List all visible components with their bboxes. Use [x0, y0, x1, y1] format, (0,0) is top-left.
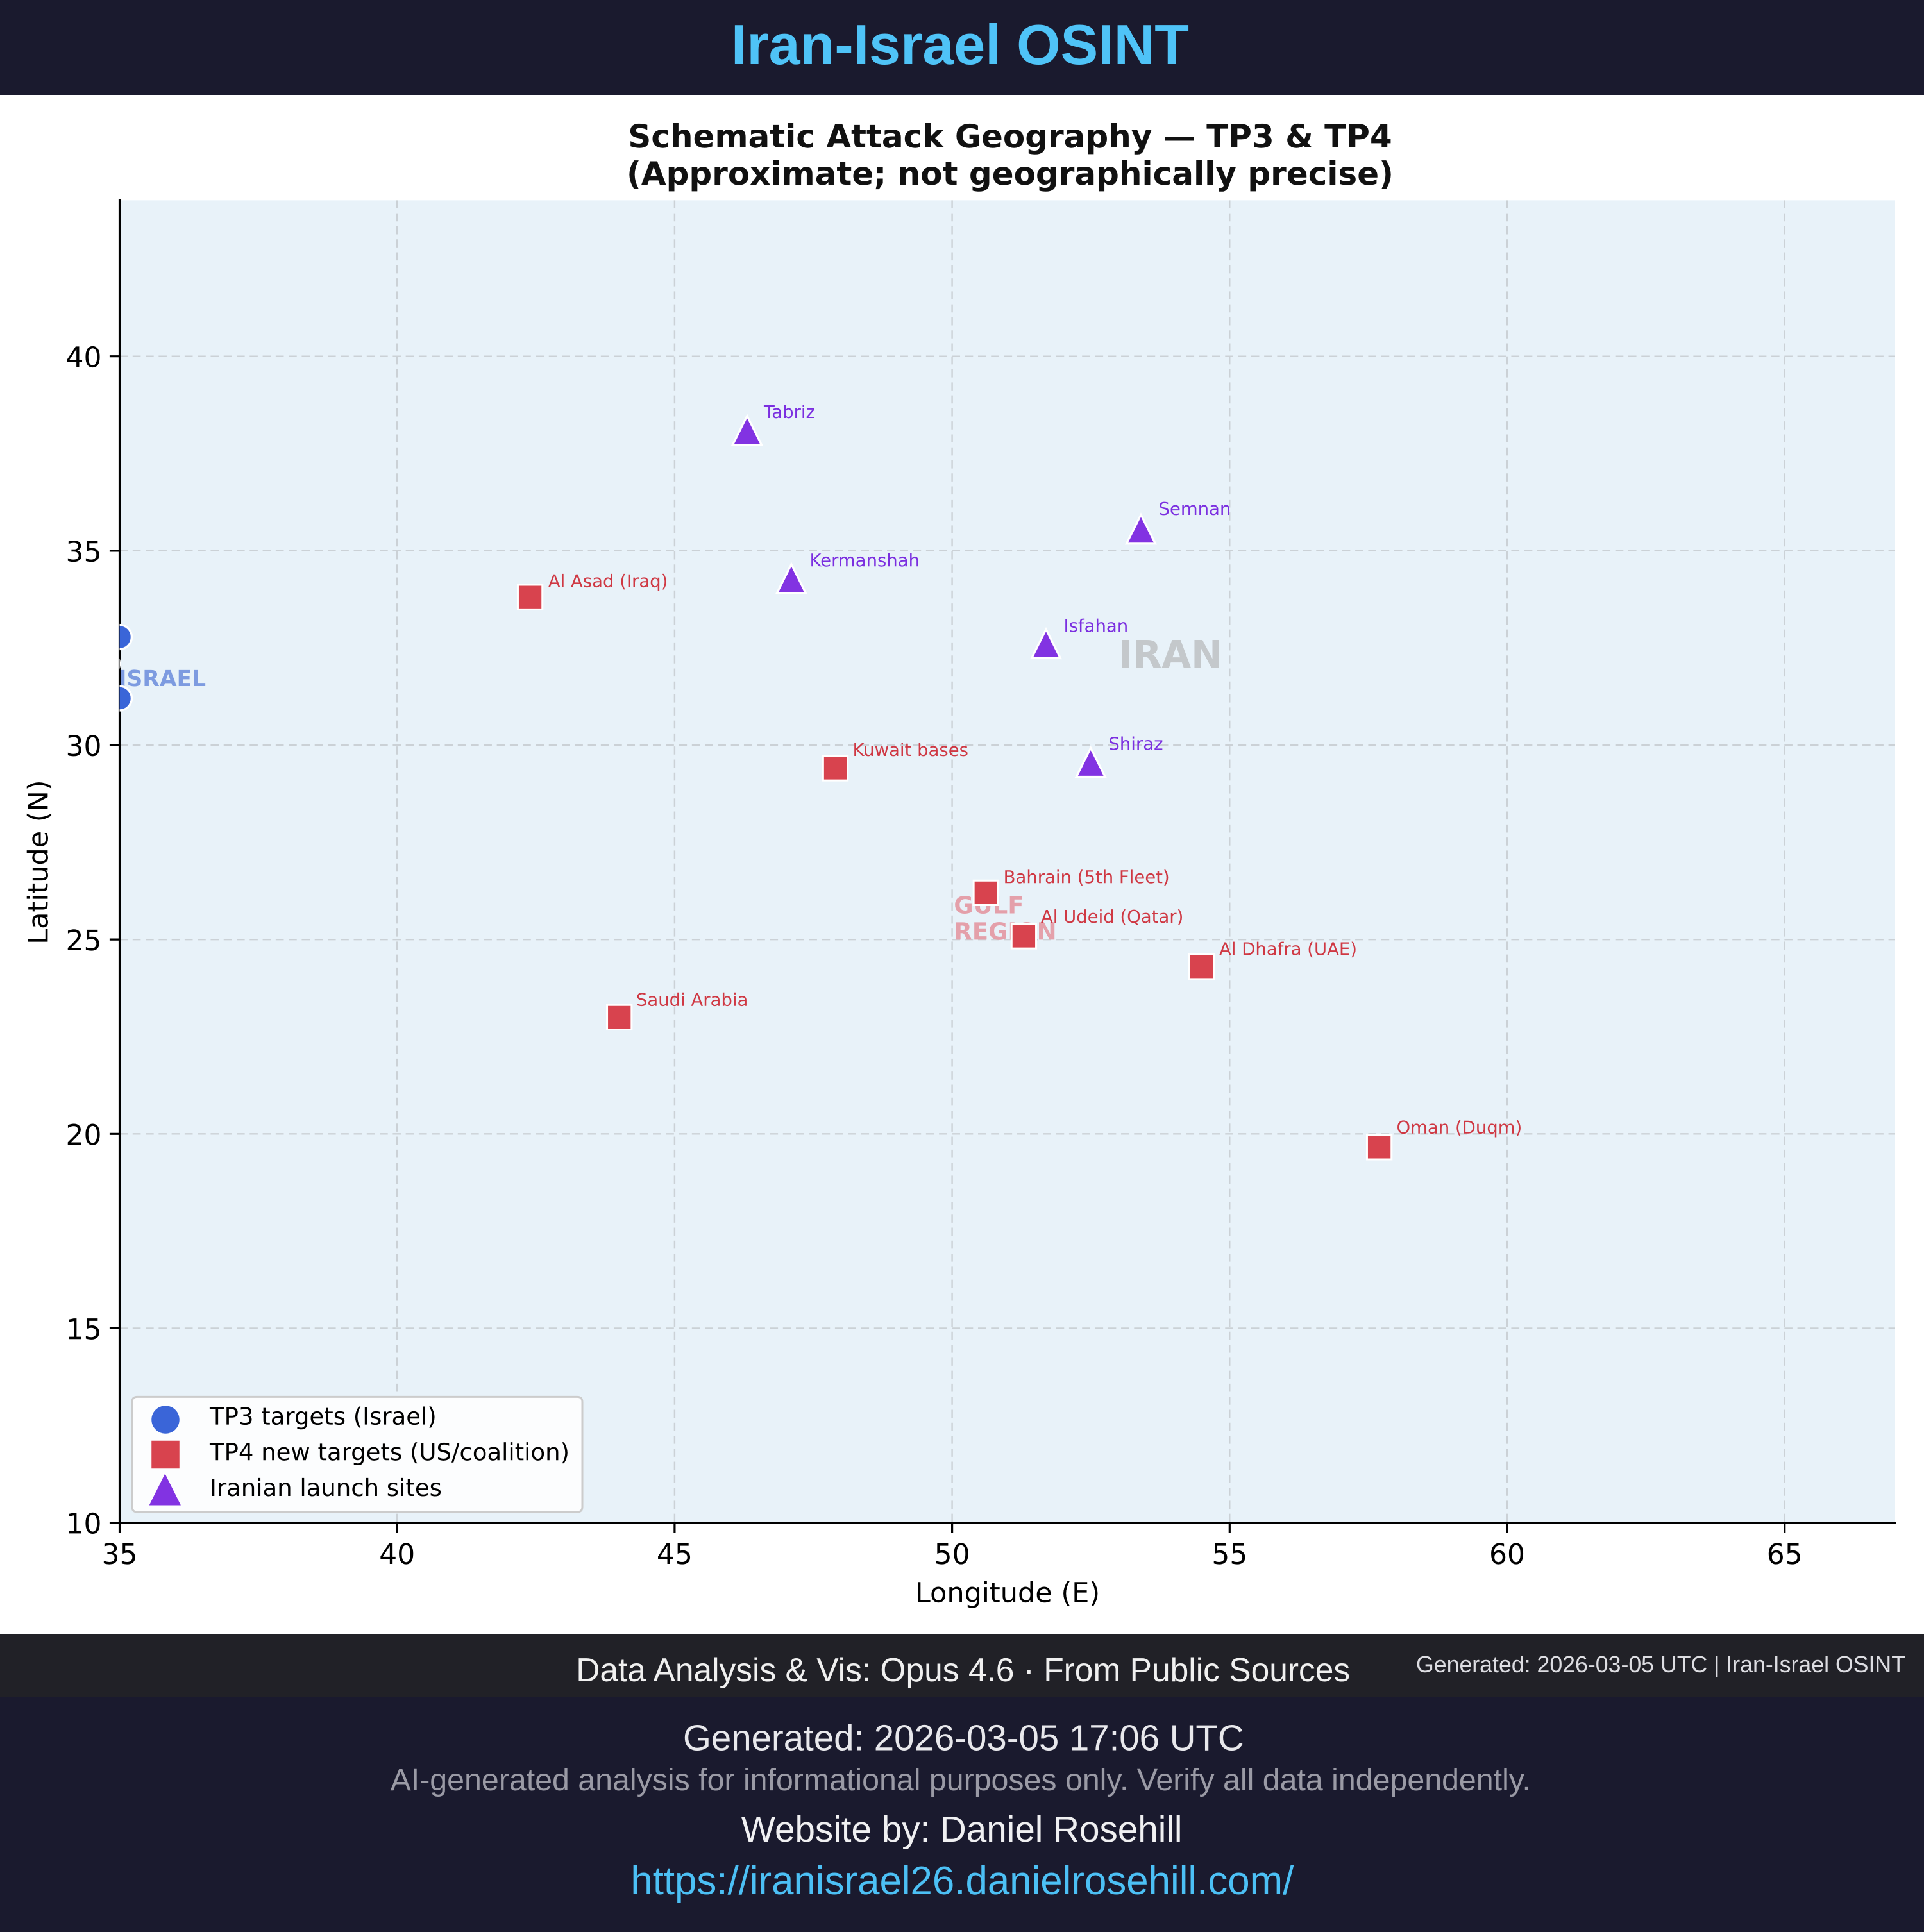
- svg-text:Generated: 2026-03-05 UTC | Ir: Generated: 2026-03-05 UTC | Iran-Israel …: [1416, 1652, 1905, 1677]
- svg-text:https://iranisrael26.danielros: https://iranisrael26.danielrosehill.com/: [630, 1859, 1294, 1903]
- svg-text:Data Analysis & Vis: Opus 4.6: Data Analysis & Vis: Opus 4.6 · From Pub…: [576, 1651, 1350, 1688]
- svg-text:Iran-Israel OSINT: Iran-Israel OSINT: [731, 13, 1189, 76]
- svg-text:AI-generated analysis for info: AI-generated analysis for informational …: [391, 1763, 1531, 1797]
- svg-text:Generated: 2026-03-05 17:06 UT: Generated: 2026-03-05 17:06 UTC: [683, 1718, 1244, 1758]
- svg-text:Website by: Daniel Rosehill: Website by: Daniel Rosehill: [741, 1809, 1183, 1849]
